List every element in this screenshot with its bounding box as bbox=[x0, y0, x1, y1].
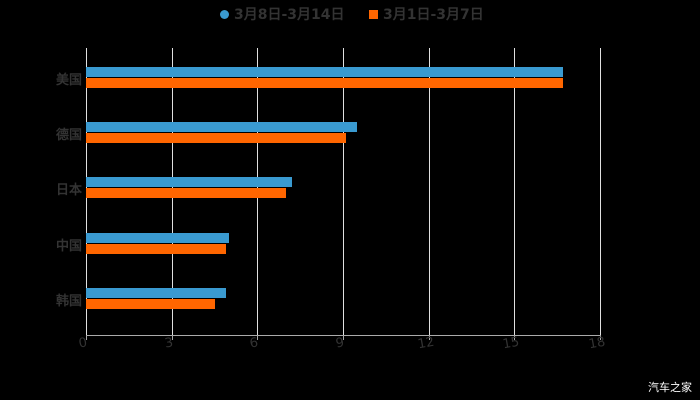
chart-legend: 3月8日-3月14日 3月1日-3月7日 bbox=[0, 4, 700, 24]
x-tick bbox=[429, 335, 430, 340]
x-tick-label: 6 bbox=[248, 335, 260, 352]
watermark: 汽车之家 bbox=[648, 381, 692, 394]
x-tick bbox=[343, 335, 344, 340]
x-tick-label: 15 bbox=[501, 334, 521, 353]
gridline bbox=[600, 48, 601, 335]
x-tick bbox=[172, 335, 173, 340]
y-category-label: 日本 bbox=[55, 183, 82, 198]
gridline bbox=[429, 48, 430, 335]
y-category-label: 韩国 bbox=[55, 294, 82, 309]
x-tick-label: 12 bbox=[416, 334, 436, 353]
gridline bbox=[514, 48, 515, 335]
y-category-label: 德国 bbox=[55, 128, 82, 143]
bar-2[interactable] bbox=[86, 244, 226, 254]
x-tick bbox=[514, 335, 515, 340]
bar-2[interactable] bbox=[86, 133, 346, 143]
x-tick bbox=[257, 335, 258, 340]
y-category-label: 中国 bbox=[55, 239, 82, 254]
x-tick-label: 9 bbox=[334, 335, 346, 352]
x-tick bbox=[86, 335, 87, 340]
x-axis-line bbox=[86, 335, 600, 336]
bar-2[interactable] bbox=[86, 299, 215, 309]
x-tick-label: 0 bbox=[77, 335, 89, 352]
gridline bbox=[343, 48, 344, 335]
x-tick bbox=[600, 335, 601, 340]
legend-item-series-1[interactable]: 3月8日-3月14日 bbox=[220, 4, 345, 24]
legend-label: 3月8日-3月14日 bbox=[234, 7, 345, 23]
bar-1[interactable] bbox=[86, 177, 292, 187]
x-tick-label: 18 bbox=[587, 334, 607, 353]
bar-2[interactable] bbox=[86, 78, 563, 88]
circle-marker-icon bbox=[220, 9, 229, 19]
bar-1[interactable] bbox=[86, 233, 229, 243]
bar-1[interactable] bbox=[86, 122, 358, 132]
y-category-label: 美国 bbox=[55, 73, 82, 88]
bar-1[interactable] bbox=[86, 288, 226, 298]
x-tick-label: 3 bbox=[163, 335, 175, 352]
square-marker-icon bbox=[369, 9, 378, 19]
bar-2[interactable] bbox=[86, 188, 286, 198]
bar-1[interactable] bbox=[86, 67, 563, 77]
legend-item-series-2[interactable]: 3月1日-3月7日 bbox=[369, 4, 484, 24]
legend-label: 3月1日-3月7日 bbox=[383, 7, 484, 23]
